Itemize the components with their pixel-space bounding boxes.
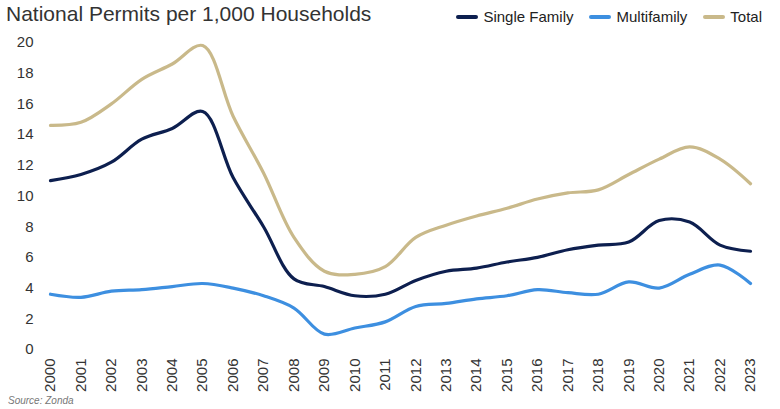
svg-text:2021: 2021 — [680, 359, 697, 392]
html-text:Multifamily: Multifamily — [616, 8, 688, 25]
svg-text:2009: 2009 — [315, 359, 332, 392]
svg-text:8: 8 — [25, 218, 33, 235]
svg-text:16: 16 — [17, 95, 34, 112]
svg-text:10: 10 — [17, 187, 34, 204]
svg-text:2016: 2016 — [528, 359, 545, 392]
html-text:Total: Total — [730, 8, 762, 25]
svg-text:2017: 2017 — [559, 359, 576, 392]
svg-text:14: 14 — [17, 125, 34, 142]
svg-text:2018: 2018 — [589, 359, 606, 392]
svg-text:2005: 2005 — [193, 359, 210, 392]
svg-text:2020: 2020 — [650, 359, 667, 392]
svg-text:2002: 2002 — [102, 359, 119, 392]
svg-text:2004: 2004 — [163, 359, 180, 392]
svg-text:2019: 2019 — [620, 359, 637, 392]
svg-text:2012: 2012 — [407, 359, 424, 392]
html-text:Source: Zonda: Source: Zonda — [8, 395, 74, 406]
svg-text:12: 12 — [17, 156, 34, 173]
svg-text:2022: 2022 — [711, 359, 728, 392]
svg-text:18: 18 — [17, 64, 34, 81]
svg-text:2015: 2015 — [498, 359, 515, 392]
svg-text:2010: 2010 — [346, 359, 363, 392]
svg-text:6: 6 — [25, 248, 33, 265]
svg-text:2011: 2011 — [376, 359, 393, 391]
svg-text:20: 20 — [17, 34, 34, 50]
svg-text:2006: 2006 — [224, 359, 241, 392]
html-text:National Permits per 1,000 Hou: National Permits per 1,000 Households — [6, 2, 372, 25]
svg-text:4: 4 — [25, 279, 33, 296]
svg-text:0: 0 — [25, 340, 33, 357]
svg-text:2003: 2003 — [133, 359, 150, 392]
html-text:Single Family: Single Family — [483, 8, 574, 25]
svg-text:2008: 2008 — [285, 359, 302, 392]
svg-text:2014: 2014 — [467, 359, 484, 392]
svg-text:2023: 2023 — [741, 359, 758, 392]
svg-text:2001: 2001 — [72, 359, 89, 392]
svg-text:2: 2 — [25, 310, 33, 327]
svg-text:2013: 2013 — [437, 359, 454, 392]
svg-text:2007: 2007 — [254, 359, 271, 392]
svg-text:2000: 2000 — [41, 359, 58, 392]
